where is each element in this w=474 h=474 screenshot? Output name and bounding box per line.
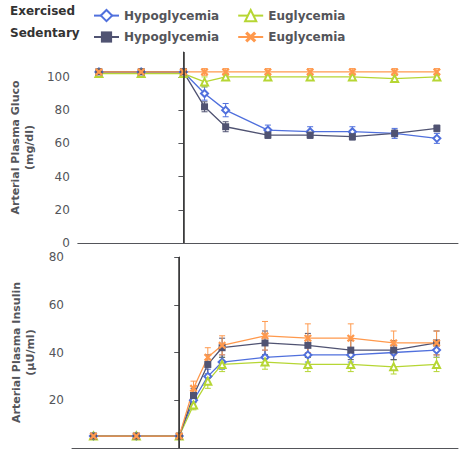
svg-text:100: 100 bbox=[47, 70, 70, 84]
svg-text:20: 20 bbox=[49, 393, 64, 407]
svg-text:Sedentary: Sedentary bbox=[10, 26, 80, 40]
svg-text:60: 60 bbox=[55, 136, 70, 150]
svg-text:80: 80 bbox=[49, 250, 64, 264]
svg-text:(mg/dl): (mg/dl) bbox=[23, 125, 36, 170]
svg-text:40: 40 bbox=[49, 346, 64, 360]
svg-text:60: 60 bbox=[49, 298, 64, 312]
svg-text:Arterial Plasma Insulin: Arterial Plasma Insulin bbox=[10, 282, 23, 423]
svg-text:80: 80 bbox=[55, 103, 70, 117]
svg-text:Exercised: Exercised bbox=[10, 4, 75, 18]
svg-text:Hypoglycemia: Hypoglycemia bbox=[124, 30, 219, 44]
svg-text:Arterial Plasma Gluco: Arterial Plasma Gluco bbox=[9, 80, 22, 215]
svg-text:0: 0 bbox=[62, 236, 70, 250]
svg-text:20: 20 bbox=[55, 203, 70, 217]
svg-text:40: 40 bbox=[55, 170, 70, 184]
svg-text:Euglycemia: Euglycemia bbox=[268, 30, 345, 44]
svg-text:Euglycemia: Euglycemia bbox=[268, 9, 345, 23]
svg-text:Hypoglycemia: Hypoglycemia bbox=[124, 9, 219, 23]
svg-text:(μU/ml): (μU/ml) bbox=[24, 329, 37, 375]
